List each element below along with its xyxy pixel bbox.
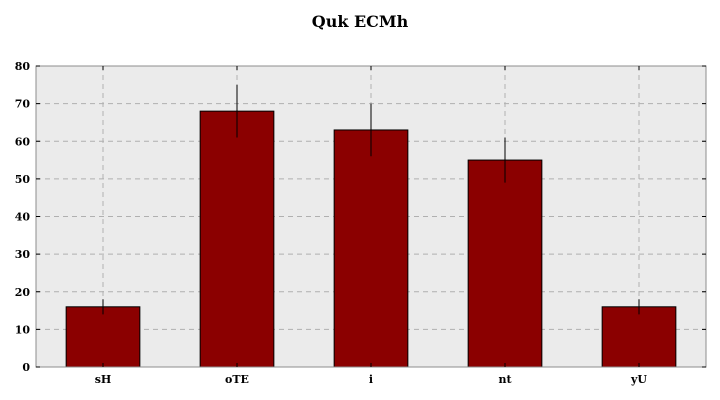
bar-oTE xyxy=(199,110,275,368)
x-tick-label: nt xyxy=(498,373,512,386)
axes: 0 10 20 30 40 50 60 70 80 sH oTE i nt yU xyxy=(15,60,706,386)
y-tick-label: 20 xyxy=(15,286,31,299)
y-tick-label: 60 xyxy=(15,135,31,148)
x-tick-label: yU xyxy=(630,373,647,386)
y-tick-label: 0 xyxy=(22,361,30,374)
y-tick-label: 80 xyxy=(15,60,31,73)
y-tick-label: 70 xyxy=(15,98,31,111)
chart-title: Quk ECMh xyxy=(311,12,409,31)
y-tick-label: 30 xyxy=(15,248,31,261)
x-tick-label: oTE xyxy=(225,373,249,386)
y-tick-label: 10 xyxy=(15,323,31,336)
bar-nt xyxy=(467,159,543,368)
x-tick-label: sH xyxy=(95,373,112,386)
bar-yU xyxy=(601,306,677,368)
bar-sH xyxy=(65,306,141,368)
x-tick-label: i xyxy=(369,373,373,386)
error-bars xyxy=(102,84,640,315)
bar-i xyxy=(333,129,409,368)
y-tick-label: 40 xyxy=(15,211,31,224)
bars xyxy=(65,110,677,368)
y-tick-label: 50 xyxy=(15,173,31,186)
